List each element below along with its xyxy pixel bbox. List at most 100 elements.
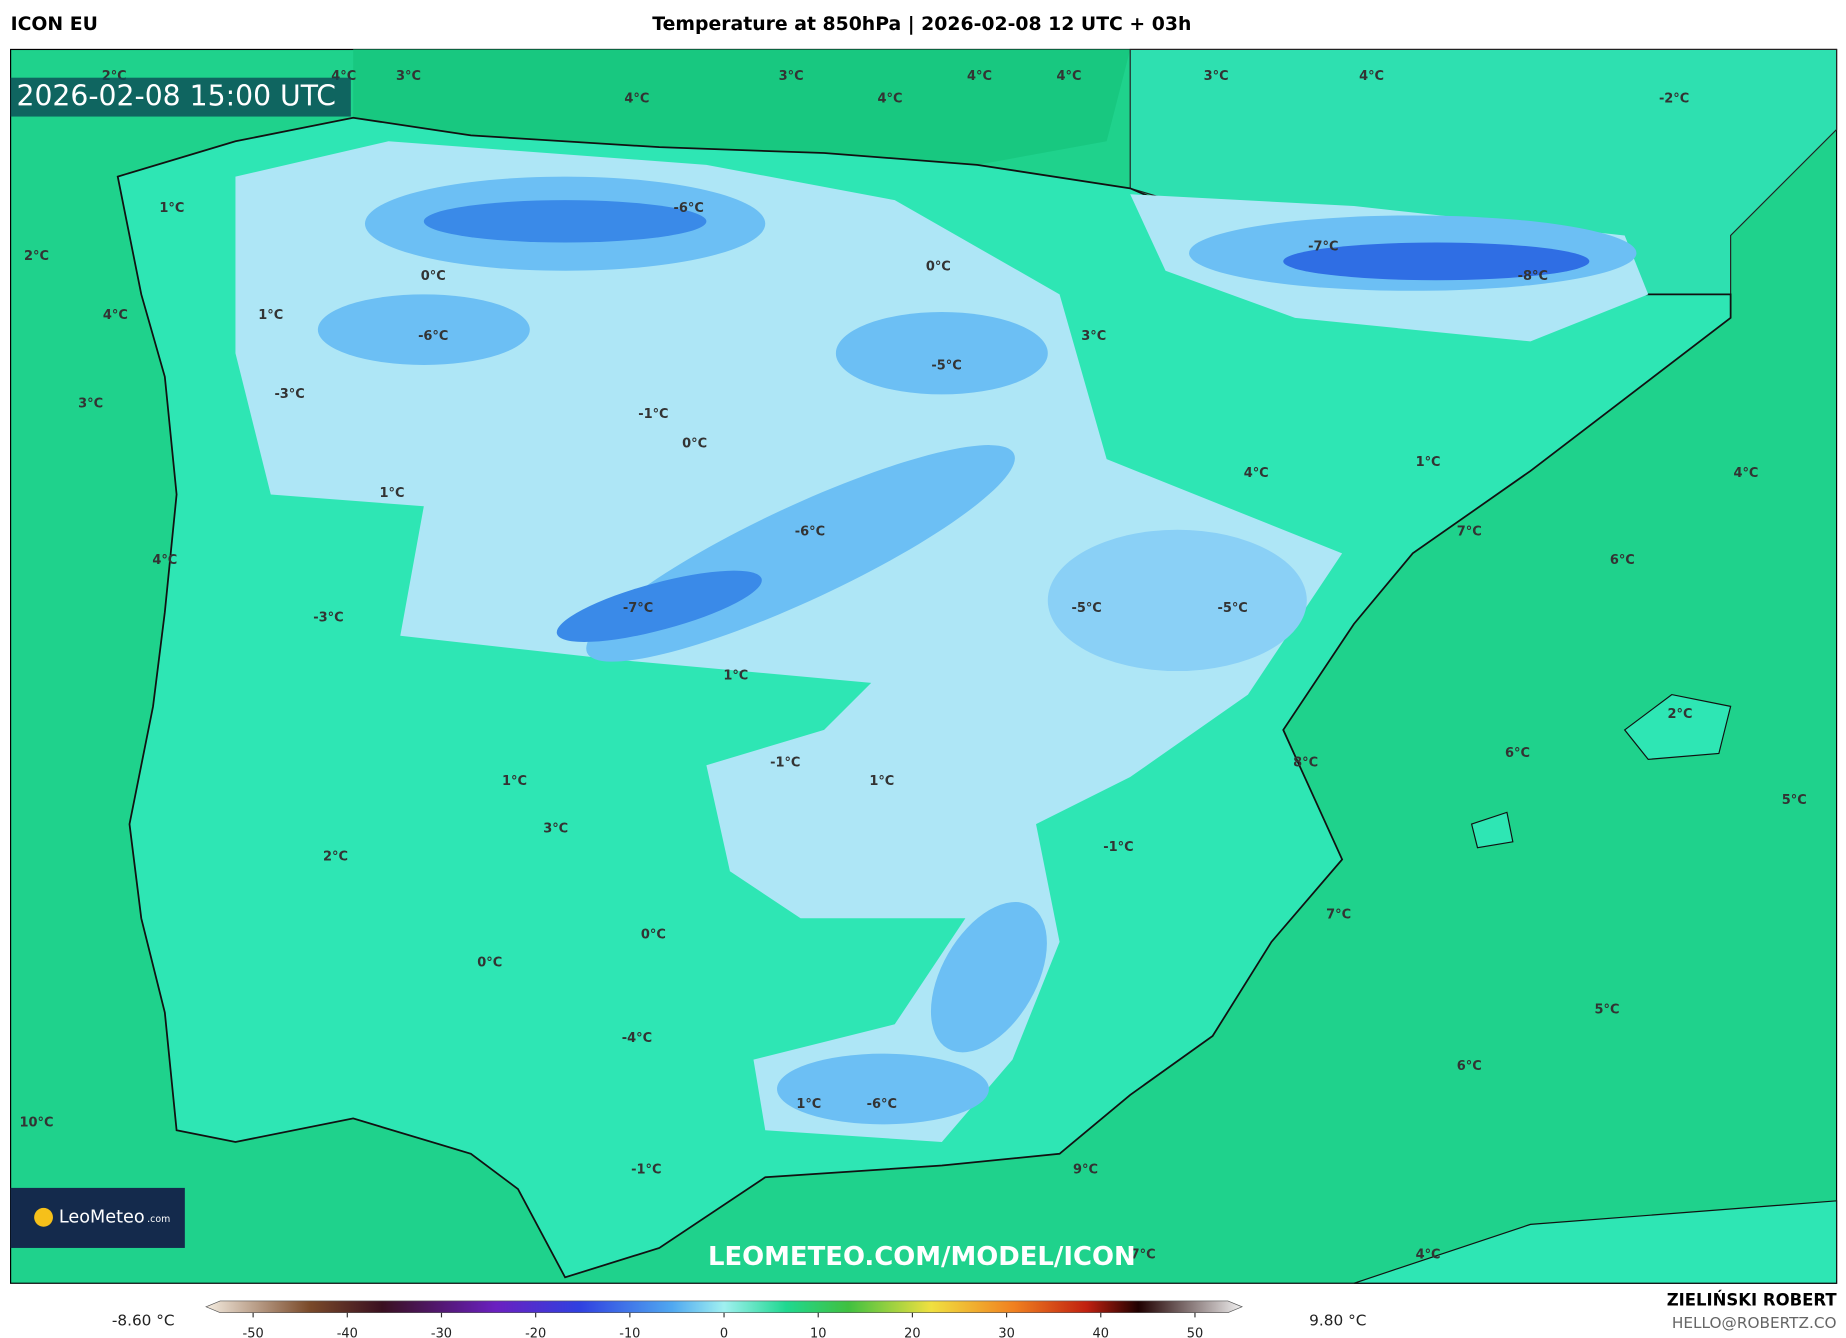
temperature-label: -3°C — [313, 611, 343, 626]
mallorca — [1623, 693, 1732, 760]
colorbar-max: 9.80 °C — [1309, 1311, 1366, 1329]
map — [10, 48, 1838, 1284]
cold-core — [1283, 242, 1590, 281]
colorbar-tick-label: 10 — [810, 1326, 826, 1338]
model-name: ICON EU — [11, 14, 98, 35]
temperature-label: 2°C — [24, 249, 49, 264]
temperature-label: 1°C — [502, 774, 527, 789]
temperature-label: 4°C — [1359, 69, 1384, 84]
temperature-label: 3°C — [78, 396, 103, 411]
temperature-label: 4°C — [624, 91, 649, 106]
logo-name: LeoMeteo — [59, 1207, 145, 1227]
temperature-label: 9°C — [1073, 1163, 1098, 1178]
temperature-label: -1°C — [770, 755, 800, 770]
colorbar: -50 -40 -30 -20 -10 0 10 20 30 40 50 — [205, 1300, 1243, 1338]
temperature-label: -6°C — [418, 329, 448, 344]
timestamp: 2026-02-08 15:00 UTC — [16, 80, 336, 113]
cold-area — [835, 311, 1048, 395]
colorbar-tick-label: 40 — [1093, 1326, 1109, 1338]
temperature-label: -6°C — [674, 201, 704, 216]
temperature-label: 5°C — [1595, 1003, 1620, 1018]
temperature-label: 3°C — [1204, 69, 1229, 84]
temperature-label: 3°C — [543, 821, 568, 836]
temperature-label: -5°C — [931, 359, 961, 374]
temperature-label: -6°C — [867, 1097, 897, 1112]
temperature-label: 4°C — [152, 553, 177, 568]
temperature-label: -1°C — [1103, 840, 1133, 855]
colorbar-tick-label: -10 — [619, 1326, 640, 1338]
cold-area — [930, 902, 1047, 1053]
temperature-label: 3°C — [396, 69, 421, 84]
temperature-label: 0°C — [421, 269, 446, 284]
cold-area — [235, 141, 1343, 1142]
temperature-label: 4°C — [103, 308, 128, 323]
temperature-label: 0°C — [926, 260, 951, 275]
temperature-label: -5°C — [1071, 601, 1101, 616]
africa — [1353, 1200, 1838, 1284]
temperature-label: -5°C — [1217, 601, 1247, 616]
temperature-label: -6°C — [795, 525, 825, 540]
temperature-label: 4°C — [1733, 466, 1758, 481]
colorbar-min: -8.60 °C — [112, 1311, 175, 1329]
ibiza — [1470, 811, 1514, 849]
temperature-label: 4°C — [1416, 1248, 1441, 1263]
temperature-label: 10°C — [20, 1116, 54, 1131]
temperature-label: 7°C — [1457, 525, 1482, 540]
colorbar-tick-label: -30 — [431, 1326, 452, 1338]
temperature-label: 1°C — [258, 308, 283, 323]
timestamp-box — [10, 77, 351, 117]
colorbar-tick-label: -20 — [525, 1326, 546, 1338]
colorbar-tick-label: 30 — [998, 1326, 1014, 1338]
temperature-label: -2°C — [1659, 91, 1689, 106]
temperature-label: 4°C — [878, 91, 903, 106]
temperature-label: 6°C — [1457, 1059, 1482, 1074]
temperature-label: 0°C — [477, 956, 502, 971]
colorbar-bar — [205, 1300, 1243, 1314]
temperature-label: -4°C — [622, 1031, 652, 1046]
temperature-label: 4°C — [1057, 69, 1082, 84]
temperature-label: -7°C — [1308, 240, 1338, 255]
cold-area — [1047, 529, 1307, 672]
temperature-label: 1°C — [380, 486, 405, 501]
temperature-label: 7°C — [1326, 907, 1351, 922]
temperature-label: -1°C — [638, 407, 668, 422]
temperature-label: 3°C — [1081, 329, 1106, 344]
colorbar-tick-label: 50 — [1187, 1326, 1203, 1338]
temperature-label: 4°C — [1244, 466, 1269, 481]
temperature-label: 1°C — [159, 201, 184, 216]
temperature-label: 1°C — [1416, 455, 1441, 470]
cold-core — [423, 200, 707, 243]
author-name: ZIELIŃSKI ROBERT — [1667, 1290, 1838, 1309]
temperature-label: 3°C — [779, 69, 804, 84]
temperature-label: 0°C — [641, 927, 666, 942]
temperature-label: 8°C — [1293, 755, 1318, 770]
temperature-label: 1°C — [723, 668, 748, 683]
map-title: Temperature at 850hPa | 2026-02-08 12 UT… — [652, 14, 1191, 35]
logo-sun — [34, 1207, 53, 1227]
cold-area — [317, 294, 530, 365]
logo-suffix: .com — [147, 1214, 170, 1225]
map-labels: 2°C 4°C 3°C 4°C 3°C 4°C 4°C 4°C 3°C 4°C -2°C 1°C 2°C… — [20, 69, 1807, 1262]
colorbar-tick-label: 0 — [720, 1326, 728, 1338]
temperature-label: 1°C — [869, 774, 894, 789]
colorbar-tick-label: 20 — [904, 1326, 920, 1338]
cold-area — [777, 1053, 989, 1125]
temperature-label: 2°C — [1668, 707, 1693, 722]
temperature-label: -7°C — [623, 601, 653, 616]
temperature-label: 0°C — [682, 436, 707, 451]
watermark: LEOMETEO.COM/MODEL/ICON — [708, 1242, 1136, 1272]
temperature-label: 6°C — [1610, 553, 1635, 568]
temperature-label: 1°C — [796, 1097, 821, 1112]
temperature-label: 7°C — [1131, 1248, 1156, 1263]
canvas: ICON EU Temperature at 850hPa | 2026-02-… — [10, 14, 1838, 1338]
author-email: HELLO@ROBERTZ.CO — [1672, 1314, 1837, 1332]
bay-of-biscay — [353, 49, 1131, 165]
temperature-label: 6°C — [1505, 746, 1530, 761]
temperature-label: -3°C — [274, 387, 304, 402]
temperature-label: 4°C — [967, 69, 992, 84]
cold-core — [556, 570, 762, 642]
colorbar-tick-label: -40 — [337, 1326, 358, 1338]
temperature-label: 5°C — [1782, 793, 1807, 808]
